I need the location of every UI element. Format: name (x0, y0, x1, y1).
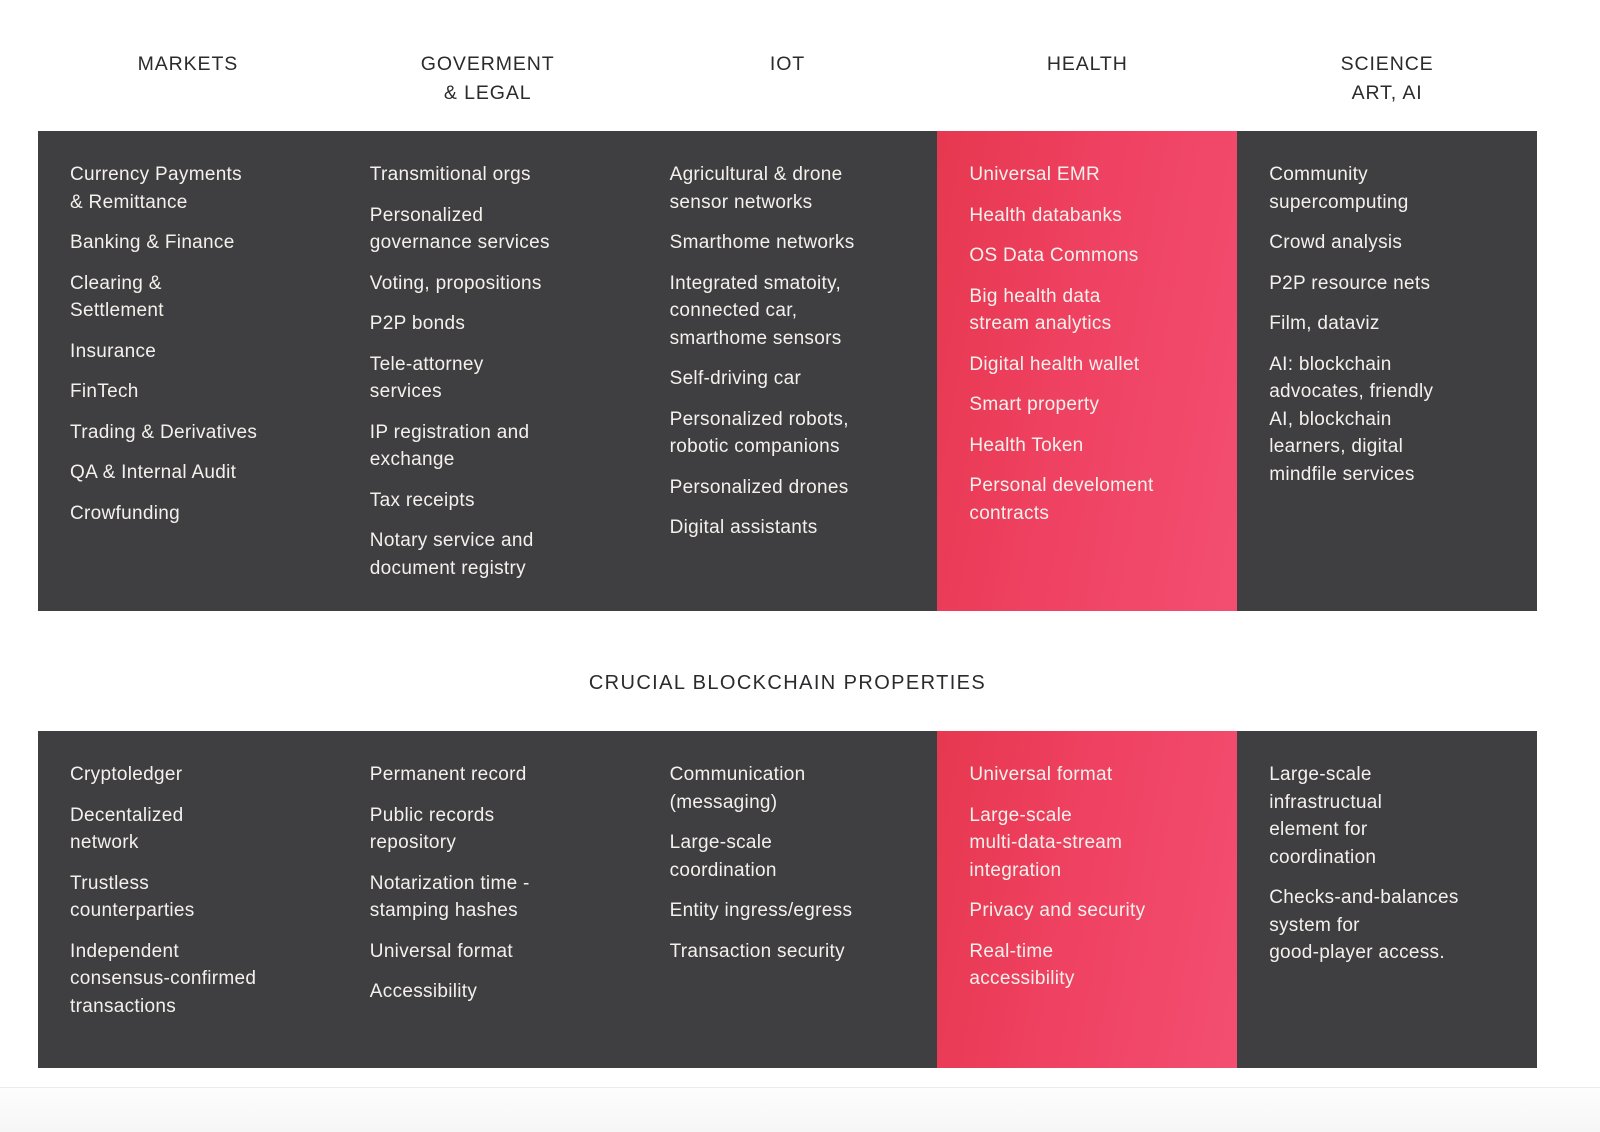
list-item: Crowfunding (70, 502, 180, 524)
list-item: FinTech (70, 381, 139, 402)
applications-column-science-art-ai: Community supercomputing Crowd analysis P2… (1237, 131, 1537, 611)
list-item: Integrated smatoity, connected car, smar… (669, 272, 842, 349)
list-item: Permanent record (369, 764, 527, 785)
list-item: Banking & Finance (70, 232, 235, 253)
list-item: Personalized drones (669, 476, 849, 498)
list-item: Independent consensus-confirmed transact… (70, 940, 257, 1017)
list-item: Large-scale multi-data-stream integratio… (969, 804, 1123, 881)
properties-column-government-legal: Permanent record Public records repositor… (338, 731, 638, 1068)
properties-column-markets: Cryptoledger Decentalized network Trustles… (38, 731, 338, 1068)
properties-column-science-art-ai: Large-scale infrastructual element for c… (1237, 731, 1537, 1068)
properties-panel: Cryptoledger Decentalized network Trustles… (38, 731, 1537, 1068)
list-item: Smart property (969, 394, 1100, 415)
column-header-iot: IOT (769, 53, 806, 75)
list-item: IP registration and exchange (369, 421, 530, 471)
list-item: Health databanks (969, 204, 1123, 226)
list-item: Film, dataviz (1269, 313, 1380, 334)
crucial-properties-title: CRUCIAL BLOCKCHAIN PROPERTIES (588, 672, 987, 694)
list-item: Universal format (369, 940, 513, 962)
list-item: Community supercomputing (1269, 164, 1409, 213)
list-item: Digital health wallet (969, 353, 1140, 375)
list-item: Universal EMR (969, 164, 1100, 185)
list-item: Insurance (70, 340, 157, 362)
applications-column-iot: Agricultural & drone sensor networks Smar… (638, 131, 938, 611)
list-item: Smarthome networks (669, 232, 855, 253)
applications-column-markets: Currency Payments & Remittance Banking & … (38, 131, 338, 611)
list-item: Notary service and document registry (369, 530, 534, 579)
list-item: Privacy and security (969, 900, 1146, 921)
list-item: Communication (messaging) (669, 764, 806, 813)
column-header-health: HEALTH (1046, 53, 1128, 75)
list-item: Entity ingress/egress (669, 900, 853, 921)
list-item: Decentalized network (70, 804, 184, 854)
list-item: Trustless counterparties (70, 872, 195, 922)
column-header-government-legal: GOVERMENT & LEGAL (420, 53, 555, 104)
list-item: Currency Payments & Remittance (70, 164, 242, 213)
list-item: Health Token (969, 434, 1084, 456)
list-item: Tele-attorney services (369, 353, 484, 403)
list-item: Checks-and-balances system for good-play… (1269, 887, 1459, 963)
list-item: Large-scale infrastructual element for c… (1269, 764, 1383, 868)
applications-panel: Currency Payments & Remittance Banking & … (38, 131, 1537, 611)
list-item: Notarization time - stamping hashes (369, 872, 530, 922)
list-item: Agricultural & drone sensor networks (669, 164, 843, 213)
list-item: Crowd analysis (1269, 232, 1403, 253)
applications-column-health: Universal EMR Health databanks OS Data Com… (937, 131, 1238, 611)
list-item: Clearing & Settlement (70, 272, 164, 322)
list-item: Personalized robots, robotic companions (669, 408, 849, 458)
list-item: Self-driving car (669, 368, 802, 389)
list-item: Trading & Derivatives (70, 421, 258, 443)
applications-column-government-legal: Transmitional orgs Personalized governanc… (338, 131, 638, 611)
list-item: Transaction security (669, 940, 845, 962)
list-item: Transmitional orgs (369, 164, 531, 185)
column-header-science-art-ai: SCIENCE ART, AI (1340, 53, 1434, 104)
list-item: P2P resource nets (1269, 272, 1431, 294)
list-item: Large-scale coordination (669, 832, 777, 881)
list-item: Universal format (969, 764, 1113, 785)
list-item: Personal develoment contracts (969, 475, 1154, 524)
list-item: Cryptoledger (70, 764, 183, 785)
list-item: Public records repository (369, 804, 495, 854)
footer-strip (0, 1087, 1600, 1132)
column-header-markets: MARKETS (137, 53, 239, 75)
list-item: Digital assistants (669, 517, 818, 538)
properties-column-iot: Communication (messaging) Large-scale coo… (638, 731, 938, 1068)
list-item: Real-time accessibility (969, 940, 1075, 990)
column-headers: MARKETS GOVERMENT & LEGAL IOT HEALTH SCI… (38, 50, 1537, 108)
properties-column-health: Universal format Large-scale multi-data-s… (937, 731, 1238, 1068)
list-item: OS Data Commons (969, 245, 1139, 266)
list-item: Big health data stream analytics (969, 285, 1112, 335)
list-item: AI: blockchain advocates, friendly AI, b… (1269, 353, 1434, 485)
list-item: Voting, propositions (369, 272, 542, 294)
list-item: QA & Internal Audit (70, 462, 237, 483)
list-item: Accessibility (369, 981, 478, 1002)
list-item: Personalized governance services (369, 204, 550, 254)
list-item: Tax receipts (369, 489, 475, 511)
list-item: P2P bonds (369, 313, 466, 334)
